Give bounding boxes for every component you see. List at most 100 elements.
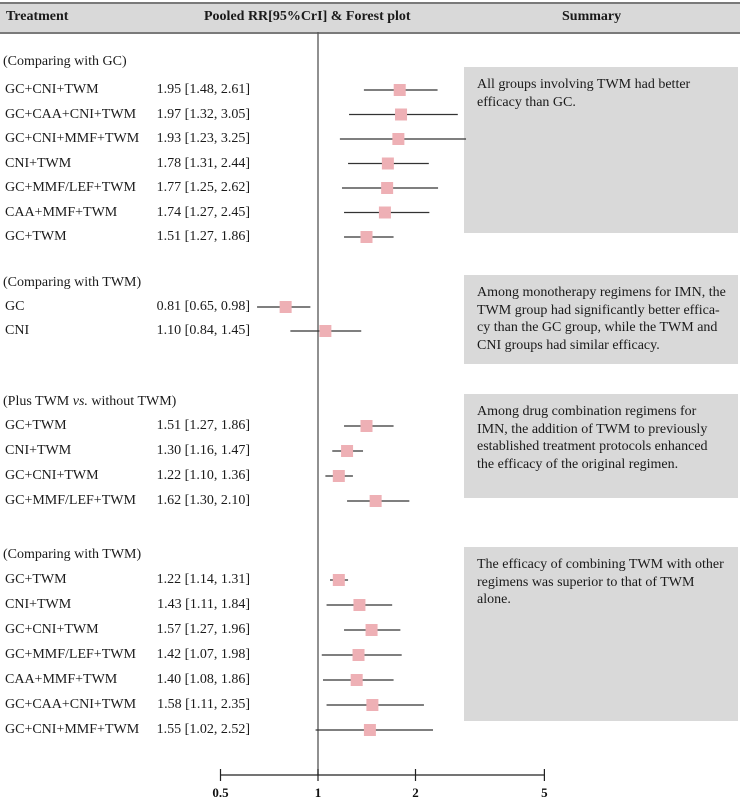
treatment-label: GC+CNI+TWM xyxy=(5,468,99,483)
ci-lower: 1.11 xyxy=(189,697,214,712)
x-tick-label: 2 xyxy=(412,785,419,799)
header-summary: Summary xyxy=(562,9,622,24)
point-estimate-marker xyxy=(366,699,379,711)
rr-value: 1.74 [1.27, 2.45] xyxy=(156,204,250,220)
ci-lower: 1.07 xyxy=(189,647,214,662)
treatment-label: GC+CAA+CNI+TWM xyxy=(5,106,137,122)
summary-box: The efficacy of combining TWM with other… xyxy=(464,547,738,721)
ci-upper: 2.61 xyxy=(220,82,246,97)
ci-upper: 2.45 xyxy=(220,204,246,220)
ci-upper: 1.47 xyxy=(220,443,246,458)
ci-lower: 1.23 xyxy=(189,131,214,146)
ci-upper: 0.98 xyxy=(220,299,246,314)
treatment-label: CNI+TWM xyxy=(5,155,72,171)
treatment-label: CAA+MMF+TWM xyxy=(5,672,118,687)
treatment-label: GC+CNI+MMF+TWM xyxy=(5,131,140,146)
treatment-label: CNI+TWM xyxy=(5,597,72,612)
ci-upper: 1.86 xyxy=(220,229,246,244)
rr-value: 1.42 [1.07, 1.98] xyxy=(156,647,250,662)
point-estimate-marker xyxy=(332,574,345,586)
rr-estimate: 1.30 xyxy=(156,443,182,458)
ci-upper: 2.62 xyxy=(220,180,246,195)
ci-lower: 1.16 xyxy=(189,443,214,458)
ci-upper: 1.98 xyxy=(220,647,246,662)
rr-estimate: 1.93 xyxy=(156,131,182,146)
treatment-label: GC+TWM xyxy=(5,418,67,433)
rr-estimate: 1.57 xyxy=(156,622,182,637)
ci-lower: 1.08 xyxy=(189,672,214,687)
summary-box: Among drug combination regimens for IMN,… xyxy=(464,394,738,498)
rr-value: 1.55 [1.02, 2.52] xyxy=(156,722,250,737)
rr-estimate: 1.58 xyxy=(157,697,182,712)
header-pooled-rr: Pooled RR[95%CrI] & Forest plot xyxy=(204,9,411,24)
rr-value: 1.95 [1.48, 2.61] xyxy=(156,82,250,97)
point-estimate-marker xyxy=(360,420,373,432)
ci-lower: 1.30 xyxy=(189,493,214,508)
group-header: (Comparing with TWM) xyxy=(3,275,141,291)
treatment-label: GC+MMF/LEF+TWM xyxy=(5,493,136,508)
rr-estimate: 1.78 xyxy=(156,155,182,171)
treatment-label: GC+CNI+TWM xyxy=(5,82,99,97)
group-header-text: (Comparing with GC) xyxy=(3,54,127,69)
rr-estimate: 1.55 xyxy=(156,722,182,737)
rr-estimate: 1.42 xyxy=(156,647,182,662)
ci-upper: 1.84 xyxy=(220,597,246,612)
point-estimate-marker xyxy=(353,599,366,611)
point-estimate-marker xyxy=(395,108,408,121)
treatment-label: GC+MMF/LEF+TWM xyxy=(5,647,136,662)
rr-value: 1.97 [1.32, 3.05] xyxy=(156,106,250,122)
treatment-label: GC+CNI+MMF+TWM xyxy=(5,722,140,737)
group-header: (Comparing with TWM) xyxy=(3,547,141,563)
point-estimate-marker xyxy=(341,445,354,457)
treatment-label: CNI xyxy=(5,323,30,338)
point-estimate-marker xyxy=(392,133,405,145)
rr-estimate: 1.22 xyxy=(156,572,182,587)
point-estimate-marker xyxy=(350,674,363,686)
ci-upper: 1.86 xyxy=(220,418,246,433)
rr-estimate: 1.97 xyxy=(156,106,182,122)
rr-value: 0.81 [0.65, 0.98] xyxy=(156,299,250,314)
summary-box: Among monotherapy regimens for IMN, the … xyxy=(464,275,738,364)
group-header: (Comparing with GC) xyxy=(3,54,127,70)
point-estimate-marker xyxy=(381,157,394,170)
treatment-label: GC+CAA+CNI+TWM xyxy=(5,697,137,712)
table-header: Treatment Pooled RR[95%CrI] & Forest plo… xyxy=(0,2,740,34)
ci-upper: 1.45 xyxy=(220,323,246,338)
header-treatment: Treatment xyxy=(6,9,69,24)
treatment-label: GC+TWM xyxy=(5,229,67,244)
ci-lower: 0.65 xyxy=(189,299,214,314)
rr-estimate: 1.22 xyxy=(156,468,182,483)
point-estimate-marker xyxy=(369,495,382,507)
rr-estimate: 1.40 xyxy=(156,672,182,687)
treatment-label: GC xyxy=(5,299,25,314)
treatment-label: GC+CNI+TWM xyxy=(5,622,99,637)
x-tick-label: 0.5 xyxy=(212,785,229,799)
point-estimate-marker xyxy=(360,231,373,243)
rr-estimate: 1.51 xyxy=(156,229,182,244)
ci-lower: 1.02 xyxy=(189,722,214,737)
point-estimate-marker xyxy=(365,624,378,636)
group-header-text: (Plus TWM xyxy=(3,394,73,409)
ci-lower: 1.32 xyxy=(189,106,214,122)
rr-estimate: 0.81 xyxy=(156,299,182,314)
group-header-text-end: without TWM) xyxy=(87,394,177,409)
ci-lower: 1.31 xyxy=(189,155,214,171)
rr-value: 1.58 [1.11, 2.35] xyxy=(157,697,250,712)
rr-value: 1.93 [1.23, 3.25] xyxy=(156,131,250,146)
treatment-label: CNI+TWM xyxy=(5,443,72,458)
rr-estimate: 1.74 xyxy=(156,204,182,220)
ci-upper: 3.25 xyxy=(220,131,246,146)
point-estimate-marker xyxy=(279,301,292,313)
rr-value: 1.51 [1.27, 1.86] xyxy=(156,229,250,244)
treatment-label: GC+MMF/LEF+TWM xyxy=(5,180,136,195)
ci-upper: 2.10 xyxy=(220,493,246,508)
x-tick-label: 1 xyxy=(315,785,322,799)
rr-value: 1.57 [1.27, 1.96] xyxy=(156,622,250,637)
group-header: (Plus TWM vs. without TWM) xyxy=(3,394,176,410)
ci-upper: 2.52 xyxy=(220,722,246,737)
point-estimate-marker xyxy=(363,724,376,736)
ci-lower: 0.84 xyxy=(189,323,214,338)
rr-value: 1.77 [1.25, 2.62] xyxy=(156,180,250,195)
group-header-italic: vs. xyxy=(72,394,88,409)
point-estimate-marker xyxy=(332,470,345,482)
